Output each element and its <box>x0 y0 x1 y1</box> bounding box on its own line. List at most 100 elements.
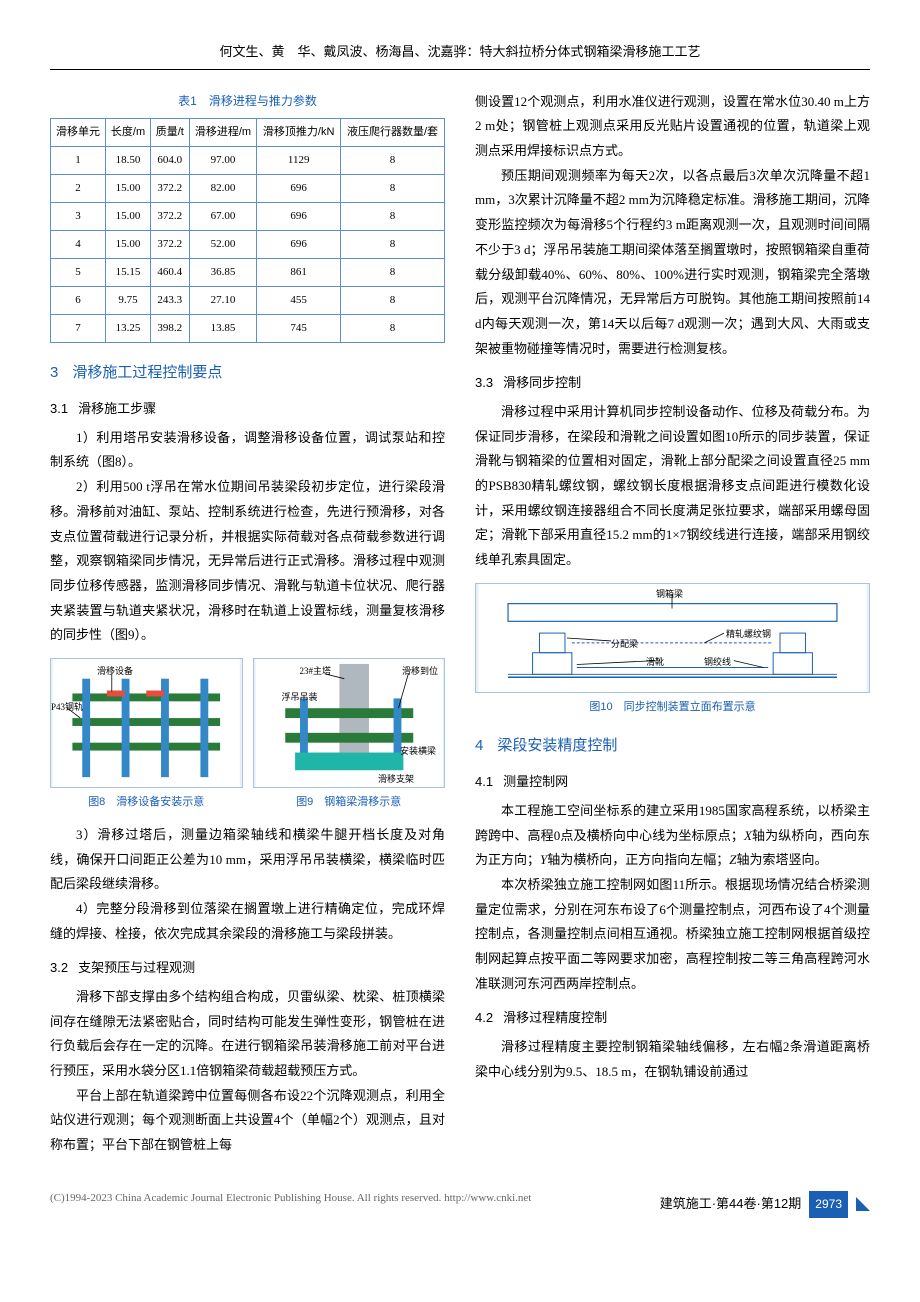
section-number: 3 <box>50 364 58 381</box>
section-3-2-heading: 3.2 支架预压与过程观测 <box>50 956 445 981</box>
table-cell: 15.15 <box>106 258 151 286</box>
table-header-cell: 滑移进程/m <box>189 119 257 147</box>
journal-info: 建筑施工·第44卷·第12期 <box>660 1192 802 1217</box>
subsection-number: 4.1 <box>475 774 493 789</box>
table-cell: 97.00 <box>189 147 257 175</box>
table-row: 215.00372.282.006968 <box>51 175 445 203</box>
table-cell: 745 <box>257 314 341 342</box>
table-cell: 6 <box>51 286 106 314</box>
figure-10: 钢箱梁 精轧螺纹钢 分配梁 滑靴 钢绞线 图10 同步控制装置立面布置示意 <box>475 583 870 718</box>
figure-9: 23#主塔 浮吊吊装 滑移到位 安装横梁 滑移支架 图9 钢箱梁滑移示意 <box>253 658 446 813</box>
table-cell: 604.0 <box>150 147 189 175</box>
table-cell: 372.2 <box>150 175 189 203</box>
table-cell: 52.00 <box>189 231 257 259</box>
table-cell: 8 <box>340 231 444 259</box>
table-cell: 8 <box>340 175 444 203</box>
fig10-label-e: 钢绞线 <box>704 654 731 671</box>
section-number: 4 <box>475 737 483 754</box>
fig9-label-c: 滑移到位 <box>402 663 438 680</box>
paragraph: 平台上部在轨道梁跨中位置每侧各布设22个沉降观测点，利用全站仪进行观测；每个观测… <box>50 1084 445 1158</box>
figure-8-caption: 图8 滑移设备安装示意 <box>50 792 243 813</box>
subsection-title: 滑移同步控制 <box>503 375 581 390</box>
table-cell: 15.00 <box>106 231 151 259</box>
table-cell: 696 <box>257 231 341 259</box>
paragraph: 侧设置12个观测点，利用水准仪进行观测，设置在常水位30.40 m上方2 m处；… <box>475 90 870 164</box>
subsection-title: 测量控制网 <box>503 774 568 789</box>
table-cell: 8 <box>340 203 444 231</box>
table-row: 118.50604.097.0011298 <box>51 147 445 175</box>
section-title: 梁段安装精度控制 <box>497 737 617 754</box>
table-cell: 3 <box>51 203 106 231</box>
table-cell: 372.2 <box>150 203 189 231</box>
subsection-number: 4.2 <box>475 1010 493 1025</box>
table1: 滑移单元长度/m质量/t滑移进程/m滑移顶推力/kN液压爬行器数量/套 118.… <box>50 118 445 342</box>
fig10-label-d: 滑靴 <box>646 654 664 671</box>
table-cell: 18.50 <box>106 147 151 175</box>
fig9-label-d: 安装横梁 <box>400 743 436 760</box>
table-cell: 696 <box>257 175 341 203</box>
fig8-label-a: 滑移设备 <box>97 663 133 680</box>
subsection-title: 滑移过程精度控制 <box>503 1010 607 1025</box>
table-cell: 5 <box>51 258 106 286</box>
table-cell: 2 <box>51 175 106 203</box>
table-cell: 13.85 <box>189 314 257 342</box>
table-header-cell: 滑移单元 <box>51 119 106 147</box>
table-header-cell: 长度/m <box>106 119 151 147</box>
footer-right: 建筑施工·第44卷·第12期 2973 <box>660 1191 870 1218</box>
subsection-number: 3.2 <box>50 960 68 975</box>
paragraph: 1）利用塔吊安装滑移设备，调整滑移设备位置，调试泵站和控制系统（图8）。 <box>50 426 445 475</box>
table-cell: 696 <box>257 203 341 231</box>
figure-9-image: 23#主塔 浮吊吊装 滑移到位 安装横梁 滑移支架 <box>253 658 446 788</box>
section-3-heading: 3 滑移施工过程控制要点 <box>50 359 445 388</box>
table-cell: 8 <box>340 286 444 314</box>
table-cell: 861 <box>257 258 341 286</box>
figure-8-image: 滑移设备 P43钢轨 <box>50 658 243 788</box>
two-column-layout: 表1 滑移进程与推力参数 滑移单元长度/m质量/t滑移进程/m滑移顶推力/kN液… <box>50 90 870 1158</box>
section-title: 滑移施工过程控制要点 <box>72 364 222 381</box>
left-column: 表1 滑移进程与推力参数 滑移单元长度/m质量/t滑移进程/m滑移顶推力/kN液… <box>50 90 445 1158</box>
paragraph: 滑移下部支撑由多个结构组合构成，贝雷纵梁、枕梁、桩顶横梁间存在缝隙无法紧密贴合，… <box>50 985 445 1084</box>
table-cell: 67.00 <box>189 203 257 231</box>
section-4-heading: 4 梁段安装精度控制 <box>475 732 870 761</box>
right-column: 侧设置12个观测点，利用水准仪进行观测，设置在常水位30.40 m上方2 m处；… <box>475 90 870 1158</box>
table-row: 69.75243.327.104558 <box>51 286 445 314</box>
table-cell: 460.4 <box>150 258 189 286</box>
paragraph: 3）滑移过塔后，测量边箱梁轴线和横梁牛腿开档长度及对角线，确保开口间距正公差为1… <box>50 823 445 897</box>
table-header-cell: 液压爬行器数量/套 <box>340 119 444 147</box>
paragraph: 2）利用500 t浮吊在常水位期间吊装梁段初步定位，进行梁段滑移。滑移前对油缸、… <box>50 475 445 648</box>
paragraph: 4）完整分段滑移到位落梁在搁置墩上进行精确定位，完成环焊缝的焊接、栓接，依次完成… <box>50 897 445 946</box>
fig10-label-c: 分配梁 <box>611 636 638 653</box>
table-header-cell: 质量/t <box>150 119 189 147</box>
paragraph: 本工程施工空间坐标系的建立采用1985国家高程系统，以桥梁主跨跨中、高程0点及横… <box>475 799 870 873</box>
table-cell: 82.00 <box>189 175 257 203</box>
table-row: 515.15460.436.858618 <box>51 258 445 286</box>
figure-10-image: 钢箱梁 精轧螺纹钢 分配梁 滑靴 钢绞线 <box>475 583 870 693</box>
paragraph: 滑移过程精度主要控制钢箱梁轴线偏移，左右幅2条滑道距离桥梁中心线分别为9.5、1… <box>475 1035 870 1084</box>
table1-caption: 表1 滑移进程与推力参数 <box>50 90 445 113</box>
fig10-label-b: 精轧螺纹钢 <box>726 626 771 643</box>
section-4-2-heading: 4.2 滑移过程精度控制 <box>475 1006 870 1031</box>
triangle-icon <box>856 1197 870 1211</box>
table-cell: 243.3 <box>150 286 189 314</box>
figure-row-8-9: 滑移设备 P43钢轨 图8 滑移设备安装示意 <box>50 658 445 813</box>
table-cell: 1 <box>51 147 106 175</box>
fig9-label-b: 浮吊吊装 <box>282 689 318 706</box>
subsection-number: 3.3 <box>475 375 493 390</box>
table-cell: 8 <box>340 314 444 342</box>
table-cell: 15.00 <box>106 203 151 231</box>
table-cell: 27.10 <box>189 286 257 314</box>
subsection-title: 支架预压与过程观测 <box>78 960 195 975</box>
section-3-1-heading: 3.1滑移施工步骤 <box>50 397 445 422</box>
table-cell: 8 <box>340 147 444 175</box>
section-4-1-heading: 4.1 测量控制网 <box>475 770 870 795</box>
table-cell: 372.2 <box>150 231 189 259</box>
figure-10-caption: 图10 同步控制装置立面布置示意 <box>475 697 870 718</box>
table-cell: 1129 <box>257 147 341 175</box>
fig8-label-b: P43钢轨 <box>51 699 83 716</box>
figure-8: 滑移设备 P43钢轨 图8 滑移设备安装示意 <box>50 658 243 813</box>
subsection-title: 滑移施工步骤 <box>78 401 156 416</box>
table-cell: 15.00 <box>106 175 151 203</box>
page-number: 2973 <box>809 1191 848 1218</box>
section-3-3-heading: 3.3 滑移同步控制 <box>475 371 870 396</box>
table-cell: 4 <box>51 231 106 259</box>
